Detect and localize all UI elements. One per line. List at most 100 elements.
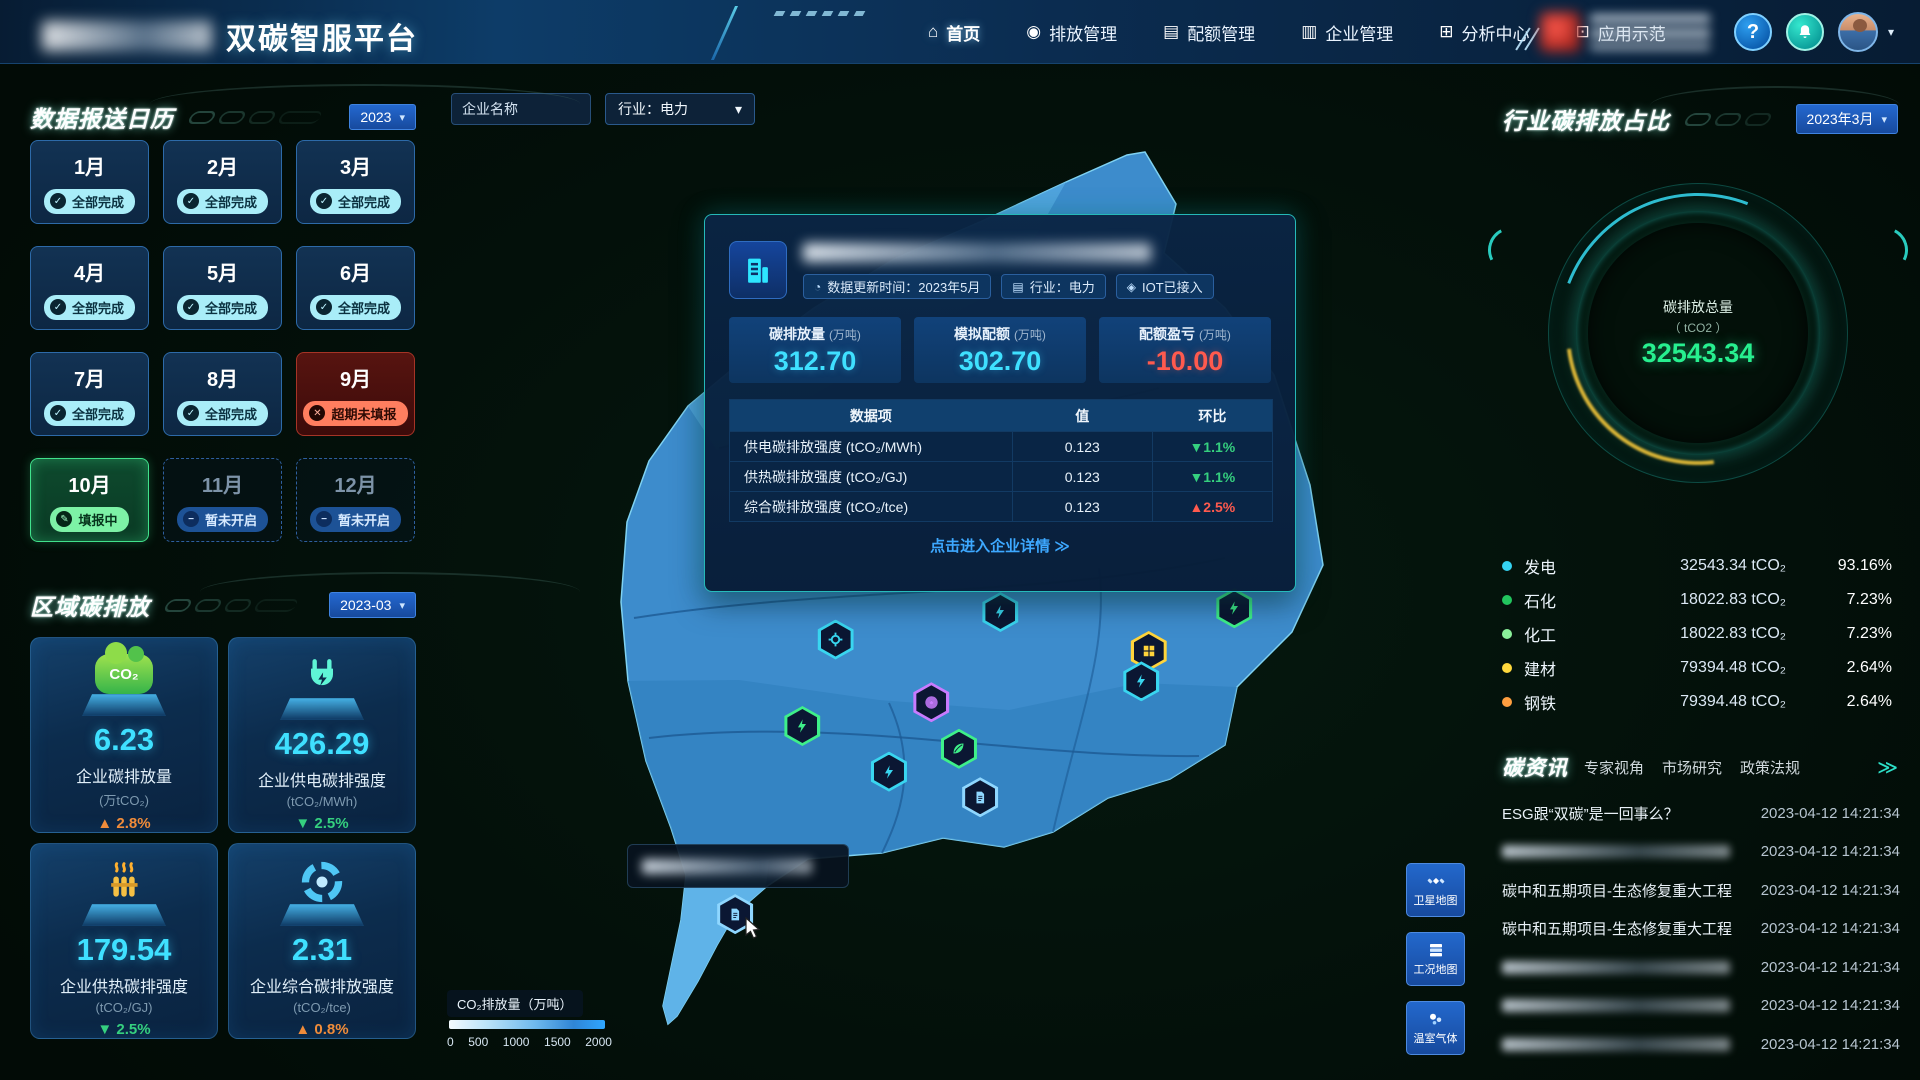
col-header-item: 数据项	[849, 407, 892, 424]
month-card-9[interactable]: 9月 ✕ 超期未填报	[296, 352, 415, 436]
menu-item-enterprise[interactable]: ▥ 企业管理	[1301, 20, 1393, 45]
legend-percent: 93.16%	[1837, 557, 1892, 574]
legend-dot	[1502, 629, 1512, 639]
news-tab-market[interactable]: 市场研究	[1662, 759, 1723, 777]
legend-value: 32543.34	[1680, 557, 1747, 574]
user-avatar[interactable]	[1837, 12, 1878, 52]
building-icon	[729, 241, 787, 299]
news-item[interactable]: 2023-04-12 14:21:34	[1502, 833, 1900, 872]
satellite-map-button[interactable]: 卫星地图	[1406, 863, 1465, 917]
legend-value: 79394.48	[1680, 659, 1747, 676]
status-badge: ✓ 全部完成	[176, 294, 268, 320]
news-tab-expert[interactable]: 专家视角	[1584, 759, 1645, 777]
stat-delta: ▼ 2.5%	[97, 1021, 151, 1038]
news-item[interactable]: 2023-04-12 14:21:34	[1502, 948, 1900, 987]
news-item[interactable]: 2023-04-12 14:21:34	[1502, 987, 1900, 1026]
gear-marker-icon[interactable]	[817, 619, 854, 660]
leaf-marker-icon[interactable]	[940, 728, 977, 769]
news-item[interactable]: 碳中和五期项目-生态修复重大工程... 2023-04-12 14:21:34	[1502, 871, 1900, 910]
marker-body	[943, 731, 974, 766]
legend-row-steel: 钢铁 79394.48 tCO₂ 2.64%	[1502, 685, 1892, 719]
month-label: 8月	[206, 368, 239, 391]
month-card-4[interactable]: 4月 ✓ 全部完成	[30, 246, 149, 330]
legend-value: 18022.83	[1680, 625, 1747, 642]
menu-label: 排放管理	[1049, 24, 1118, 44]
news-title-redacted	[1502, 999, 1730, 1013]
enterprise-detail-link[interactable]: 点击进入企业详情 ≫	[930, 538, 1070, 555]
regional-period-select[interactable]: 2023-03 ▾	[329, 592, 416, 618]
marker-body	[720, 897, 751, 932]
news-item-time: 2023-04-12 14:21:34	[1760, 997, 1900, 1015]
stat-value: 6.23	[93, 722, 155, 757]
industry-select[interactable]: 行业：电力 ▾	[605, 93, 755, 125]
company-name-redacted	[803, 243, 1151, 262]
news-item[interactable]: ESG跟“双碳”是一回事么？ 2023-04-12 14:21:34	[1502, 794, 1900, 833]
popup-table: 数据项 值 环比 供电碳排放强度 (tCO₂/MWh) 0.123 ▼1.1% …	[729, 399, 1273, 522]
month-label: 5月	[206, 262, 239, 285]
bolt-marker-icon[interactable]	[1216, 588, 1253, 629]
brand: 双碳智服平台	[42, 14, 418, 58]
news-item[interactable]: 碳中和五期项目-生态修复重大工程 2023-04-12 14:21:34	[1502, 910, 1900, 949]
news-more-arrow[interactable]: ≫	[1877, 756, 1898, 779]
news-tab-policy[interactable]: 政策法规	[1740, 759, 1801, 777]
doc-marker-icon[interactable]	[962, 777, 999, 818]
donut-bracket-right	[1856, 221, 1914, 279]
calendar-header: 数据报送日历 2023 ▾	[30, 100, 416, 134]
tooltip-company-redacted	[642, 858, 812, 874]
metric-balance: 配额盈亏 (万吨) -10.00	[1099, 317, 1271, 383]
calendar-year-select[interactable]: 2023 ▾	[349, 104, 416, 130]
industry-share-period-select[interactable]: 2023年3月 ▾	[1795, 104, 1898, 134]
legend-unit: tCO₂	[1751, 557, 1786, 574]
donut-center: 碳排放总量 （ tCO2 ） 32543.34	[1588, 223, 1808, 443]
legend-dot	[1502, 595, 1512, 605]
glow-platform	[82, 904, 166, 926]
month-card-10[interactable]: 10月 ✎ 填报中	[30, 458, 149, 542]
news-item-title: 碳中和五期项目-生态修复重大工程	[1502, 921, 1732, 939]
month-card-1[interactable]: 1月 ✓ 全部完成	[30, 140, 149, 224]
status-text: 全部完成	[204, 300, 257, 316]
menu-item-analysis[interactable]: ⊞ 分析中心	[1439, 20, 1529, 45]
industry-select-value: 行业：电力	[618, 101, 688, 117]
bolt-marker-icon[interactable]	[1123, 661, 1160, 702]
metric-unit: (万吨)	[1198, 327, 1231, 342]
radiation-marker-icon[interactable]	[913, 682, 950, 723]
menu-label: 分析中心	[1461, 24, 1530, 44]
bolt-marker-icon[interactable]	[784, 706, 821, 746]
stat-card-heat-intensity: 179.54 企业供热碳排强度 (tCO₂/GJ) ▼ 2.5%	[30, 843, 218, 1039]
bolt-marker-icon[interactable]	[982, 592, 1019, 632]
status-badge: ✓ 全部完成	[176, 188, 268, 214]
menu-item-home[interactable]: ⌂ 首页	[928, 20, 980, 45]
tick-label: 2000	[585, 1035, 612, 1049]
menu-item-emission[interactable]: ◉ 排放管理	[1026, 20, 1117, 45]
chevron-down-icon[interactable]: ▾	[1887, 25, 1894, 39]
metric-emission: 碳排放量 (万吨) 312.70	[729, 317, 901, 383]
grid-marker-icon[interactable]	[1130, 630, 1167, 671]
legend-percent: 7.23%	[1846, 591, 1892, 608]
month-card-5[interactable]: 5月 ✓ 全部完成	[163, 246, 282, 330]
row-delta: ▼1.1%	[1189, 438, 1236, 455]
bolt-marker-icon[interactable]	[870, 751, 907, 792]
iot-icon: ◈	[1126, 279, 1136, 294]
status-map-button[interactable]: 工况地图	[1406, 932, 1465, 986]
status-text: 全部完成	[204, 194, 257, 210]
month-card-11[interactable]: 11月 − 暂未开启	[163, 458, 282, 542]
menu-item-quota[interactable]: ▤ 配额管理	[1163, 20, 1255, 45]
map-hover-tooltip	[627, 844, 849, 888]
metric-unit: (万吨)	[828, 327, 861, 342]
news-item[interactable]: 2023-04-12 14:21:34	[1502, 1025, 1900, 1064]
month-card-3[interactable]: 3月 ✓ 全部完成	[296, 140, 415, 224]
month-card-8[interactable]: 8月 ✓ 全部完成	[163, 352, 282, 436]
chevron-down-icon: ▾	[399, 599, 405, 612]
month-card-6[interactable]: 6月 ✓ 全部完成	[296, 246, 415, 330]
month-card-7[interactable]: 7月 ✓ 全部完成	[30, 352, 149, 436]
decor-shapes	[1682, 112, 1774, 126]
check-icon: ✓	[315, 193, 332, 209]
satellite-icon	[1427, 878, 1444, 884]
help-button[interactable]: ?	[1733, 13, 1772, 51]
legend-percent: 2.64%	[1846, 659, 1892, 676]
month-card-12[interactable]: 12月 − 暂未开启	[296, 458, 415, 542]
quota-icon: ▤	[1163, 22, 1180, 41]
notifications-button[interactable]	[1785, 13, 1824, 51]
ghg-map-button[interactable]: 温室气体	[1406, 1001, 1465, 1055]
month-card-2[interactable]: 2月 ✓ 全部完成	[163, 140, 282, 224]
